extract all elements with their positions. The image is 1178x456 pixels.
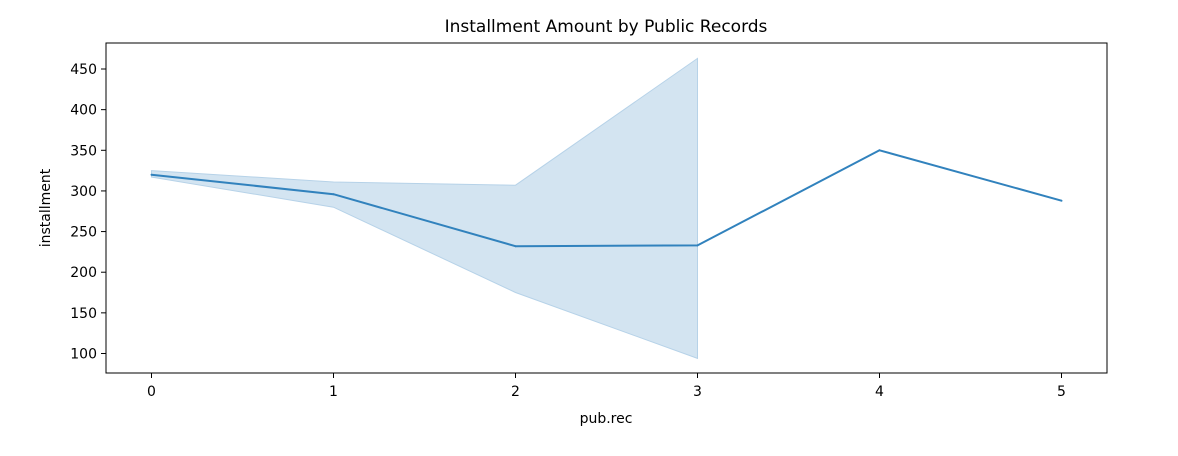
confidence-band bbox=[151, 57, 698, 360]
x-tick-label: 1 bbox=[329, 384, 338, 400]
data-point bbox=[696, 244, 699, 247]
y-tick-label: 250 bbox=[70, 225, 97, 241]
plot-area-frame bbox=[105, 42, 1108, 374]
data-point bbox=[878, 149, 881, 152]
x-tick-label: 0 bbox=[147, 384, 156, 400]
confidence-band-layer bbox=[151, 57, 698, 360]
data-point bbox=[332, 193, 335, 196]
y-tick-label: 200 bbox=[70, 265, 97, 281]
data-point bbox=[1060, 199, 1063, 202]
y-tick-label: 350 bbox=[70, 143, 97, 159]
x-axis-label: pub.rec bbox=[580, 411, 633, 427]
series-line bbox=[151, 149, 1062, 248]
chart-title: Installment Amount by Public Records bbox=[445, 17, 768, 37]
y-tick-label: 300 bbox=[70, 184, 97, 200]
y-tick-label: 100 bbox=[70, 346, 97, 362]
x-tick-label: 5 bbox=[1057, 384, 1066, 400]
y-tick-label: 450 bbox=[70, 62, 97, 78]
x-tick-label: 3 bbox=[693, 384, 702, 400]
y-tick-label: 150 bbox=[70, 306, 97, 322]
x-tick-label: 2 bbox=[511, 384, 520, 400]
x-axis-ticks: 0 1 2 3 4 5 bbox=[147, 373, 1066, 400]
data-point bbox=[150, 173, 153, 176]
y-axis-ticks: 100 150 200 250 300 350 400 450 bbox=[70, 62, 106, 362]
x-tick-label: 4 bbox=[875, 384, 884, 400]
series-line-layer bbox=[150, 149, 1063, 248]
y-axis-label: installment bbox=[38, 168, 54, 247]
y-tick-label: 400 bbox=[70, 103, 97, 119]
data-point bbox=[514, 245, 517, 248]
